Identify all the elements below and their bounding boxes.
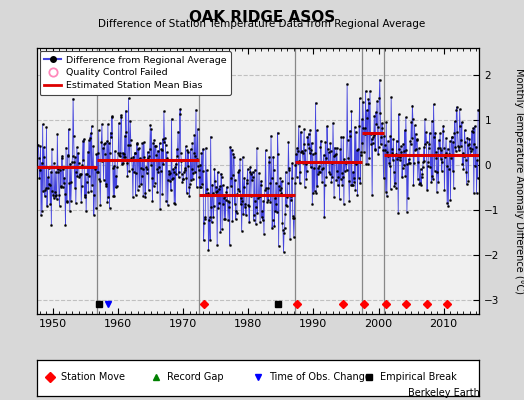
- Text: Empirical Break: Empirical Break: [380, 372, 456, 382]
- Text: Record Gap: Record Gap: [167, 372, 224, 382]
- Legend: Difference from Regional Average, Quality Control Failed, Estimated Station Mean: Difference from Regional Average, Qualit…: [39, 51, 231, 95]
- Text: Difference of Station Temperature Data from Regional Average: Difference of Station Temperature Data f…: [99, 19, 425, 29]
- Text: Berkeley Earth: Berkeley Earth: [408, 388, 479, 398]
- Text: Time of Obs. Change: Time of Obs. Change: [269, 372, 371, 382]
- Y-axis label: Monthly Temperature Anomaly Difference (°C): Monthly Temperature Anomaly Difference (…: [514, 68, 523, 294]
- Text: Station Move: Station Move: [61, 372, 125, 382]
- Text: OAK RIDGE ASOS: OAK RIDGE ASOS: [189, 10, 335, 25]
